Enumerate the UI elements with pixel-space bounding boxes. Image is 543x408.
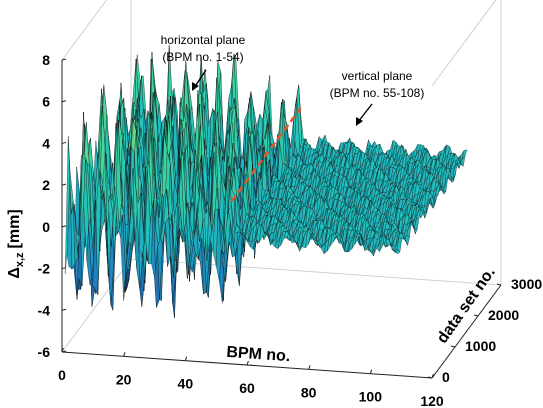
z-tick-label: 0	[42, 219, 50, 235]
z-tick-mark	[61, 100, 67, 103]
x-tick-mark	[123, 352, 126, 357]
y-axis-label: data set no.	[434, 264, 499, 347]
plane-divider	[230, 107, 302, 202]
x-tick-mark	[369, 369, 373, 374]
z-tick-label: 8	[42, 52, 50, 68]
x-tick-label: 0	[58, 367, 66, 383]
annotation-horizontal-arrowhead	[192, 82, 199, 91]
x-tick-label: 80	[301, 384, 317, 400]
z-tick-label: 2	[42, 177, 50, 193]
z-tick-label: 4	[42, 135, 50, 151]
z-tick-label: 6	[42, 94, 50, 110]
x-tick-mark	[61, 347, 64, 353]
annotation-vertical-arrowhead	[356, 117, 363, 126]
box-edge-6	[61, 258, 132, 353]
x-axis-label: BPM no.	[226, 344, 291, 365]
x-tick-label: 120	[420, 393, 444, 408]
divider-line	[230, 107, 302, 202]
y-tick-label: 0	[442, 369, 450, 385]
annotation-horizontal-line1: horizontal plane	[161, 33, 246, 47]
z-tick-label: -2	[38, 261, 51, 277]
y-tick-mark	[427, 376, 433, 379]
z-tick-mark	[61, 183, 67, 186]
annotation-vertical-line2: (BPM no. 55-108)	[330, 86, 425, 100]
x-tick-mark	[431, 373, 434, 379]
z-axis-label-sub: x,z	[14, 252, 26, 267]
x-tick-mark	[184, 356, 188, 361]
y-tick-label: 3000	[511, 276, 542, 292]
x-tick-mark	[308, 365, 311, 370]
z-tick-mark	[61, 141, 67, 144]
z-tick-mark	[61, 267, 67, 270]
x-tick-label: 20	[116, 371, 132, 387]
annotation-vertical-arrow	[357, 103, 373, 123]
surface-cell	[394, 249, 401, 254]
z-tick-mark	[61, 58, 67, 61]
y-tick-mark	[450, 345, 456, 348]
z-axis-label-main: Δ	[6, 267, 23, 279]
annotation-vertical-line1: vertical plane	[342, 69, 413, 83]
z-tick-mark	[61, 308, 67, 311]
box-edge-7	[431, 0, 497, 87]
z-tick-label: -4	[38, 302, 51, 318]
y-tick-mark	[473, 314, 479, 317]
x-tick-label: 60	[239, 380, 255, 396]
x-tick-label: 40	[178, 376, 194, 392]
z-axis-label: Δx,z [mm]	[6, 209, 26, 278]
annotation-horizontal-line2: (BPM no. 1-54)	[162, 50, 243, 64]
axes: 0 20 40 60 80 100 120 0 1000 2000 3000 -6 -4 -2 0 2 4 6 8	[38, 52, 543, 408]
z-tick-mark	[61, 350, 67, 353]
surface-mesh	[64, 44, 468, 318]
z-tick-label: -6	[38, 344, 51, 360]
y-tick-mark	[496, 283, 502, 286]
z-tick-mark	[61, 225, 67, 228]
y-tick-label: 1000	[465, 338, 496, 354]
box-edge-4	[61, 0, 108, 61]
y-axis-line	[431, 284, 502, 379]
z-axis-label-unit: [mm]	[6, 209, 23, 248]
annotations: horizontal plane (BPM no. 1-54) vertical…	[161, 33, 425, 126]
x-tick-mark	[246, 360, 249, 366]
x-tick-label: 100	[359, 389, 383, 405]
y-tick-label: 2000	[488, 307, 519, 323]
